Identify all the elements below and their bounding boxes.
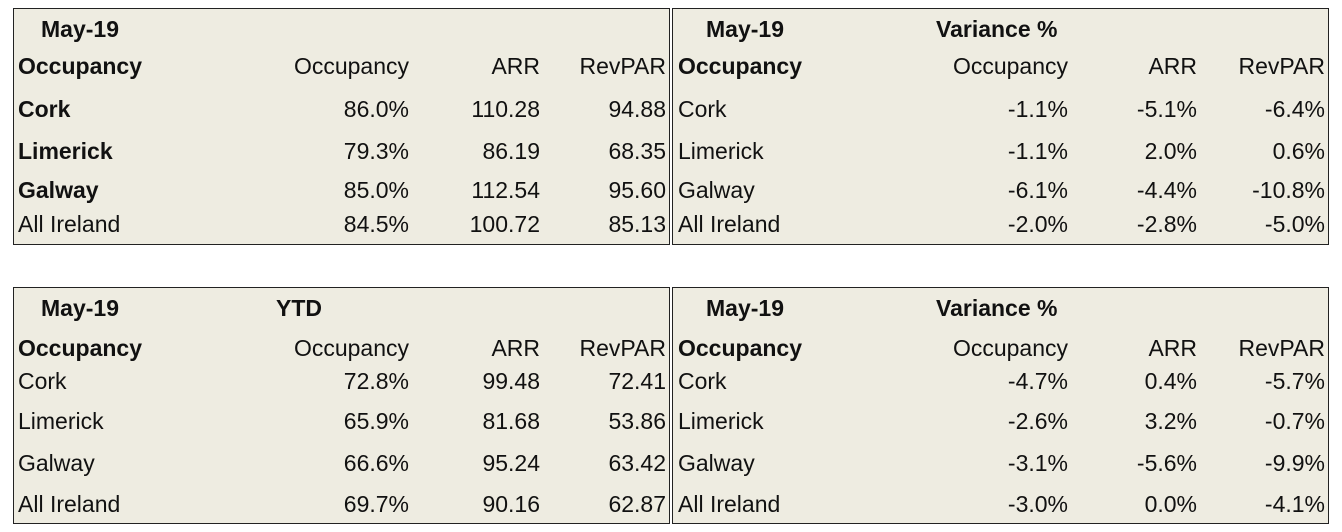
table-cell: -2.0% bbox=[1007, 211, 1068, 237]
table-cell: -5.0% bbox=[1264, 211, 1325, 237]
table-cell: 95.60 bbox=[608, 177, 666, 203]
table-cell: -0.7% bbox=[1264, 408, 1325, 434]
column-header: ARR bbox=[491, 53, 540, 79]
column-header: RevPAR bbox=[579, 53, 667, 79]
table-title: May-19 bbox=[41, 16, 119, 42]
table-cell: -2.8% bbox=[1136, 211, 1197, 237]
table-cell: 69.7% bbox=[343, 491, 409, 517]
table-subtitle: YTD bbox=[276, 295, 322, 321]
column-header: RevPAR bbox=[579, 335, 667, 361]
table-subtitle: Variance % bbox=[936, 16, 1058, 42]
row-header: Occupancy bbox=[678, 335, 802, 361]
table-cell: -5.1% bbox=[1136, 96, 1197, 122]
table-cell: 79.3% bbox=[343, 138, 409, 164]
row-label: All Ireland bbox=[18, 491, 121, 517]
row-header: Occupancy bbox=[18, 53, 142, 79]
table-cell: 86.19 bbox=[482, 138, 540, 164]
row-label: Limerick bbox=[18, 138, 113, 164]
row-header: Occupancy bbox=[678, 53, 802, 79]
row-label: All Ireland bbox=[18, 211, 121, 237]
row-header: Occupancy bbox=[18, 335, 142, 361]
row-label: Galway bbox=[18, 450, 95, 476]
table-cell: 110.28 bbox=[471, 96, 540, 122]
table-cell: 53.86 bbox=[608, 408, 666, 434]
table-cell: -4.1% bbox=[1264, 491, 1325, 517]
table-cell: -1.1% bbox=[1007, 96, 1068, 122]
table-cell: 62.87 bbox=[608, 491, 666, 517]
table-subtitle: Variance % bbox=[936, 295, 1058, 321]
table-cell: 3.2% bbox=[1144, 408, 1197, 434]
table-title: May-19 bbox=[41, 295, 119, 321]
table-cell: 90.16 bbox=[482, 491, 540, 517]
row-label: Limerick bbox=[18, 408, 104, 434]
table-cell: 84.5% bbox=[343, 211, 409, 237]
row-label: Galway bbox=[18, 177, 99, 203]
table-cell: -6.4% bbox=[1264, 96, 1325, 122]
table-panel: May-19 Occupancy Occupancy ARR RevPAR Cork 86.… bbox=[13, 8, 670, 245]
row-label: Limerick bbox=[678, 138, 764, 164]
table-cell: 0.0% bbox=[1144, 491, 1197, 517]
column-header: Occupancy bbox=[293, 53, 409, 79]
table-cell: 0.6% bbox=[1272, 138, 1325, 164]
table-cell: 66.6% bbox=[343, 450, 409, 476]
table-cell: 95.24 bbox=[482, 450, 540, 476]
table-cell: 99.48 bbox=[482, 368, 540, 394]
row-label: Cork bbox=[18, 368, 67, 394]
table-cell: 81.68 bbox=[482, 408, 540, 434]
row-label: Cork bbox=[678, 368, 727, 394]
column-header: RevPAR bbox=[1238, 53, 1326, 79]
table-cell: 0.4% bbox=[1144, 368, 1197, 394]
table-cell: 63.42 bbox=[608, 450, 666, 476]
table-title: May-19 bbox=[706, 295, 784, 321]
table-cell: -3.0% bbox=[1007, 491, 1068, 517]
table-panel: May-19 Variance % Occupancy Occupancy ARR Rev… bbox=[672, 287, 1329, 524]
table-cell: -5.6% bbox=[1136, 450, 1197, 476]
column-header: ARR bbox=[1148, 53, 1197, 79]
row-label: Limerick bbox=[678, 408, 764, 434]
table-cell: 2.0% bbox=[1144, 138, 1197, 164]
table-cell: -2.6% bbox=[1007, 408, 1068, 434]
table-cell: -4.4% bbox=[1136, 177, 1197, 203]
column-header: Occupancy bbox=[952, 53, 1068, 79]
table-cell: -5.7% bbox=[1264, 368, 1325, 394]
table-cell: -1.1% bbox=[1007, 138, 1068, 164]
table-title: May-19 bbox=[706, 16, 784, 42]
row-label: Galway bbox=[678, 450, 755, 476]
table-cell: 112.54 bbox=[471, 177, 540, 203]
table-cell: 94.88 bbox=[608, 96, 666, 122]
table-cell: 68.35 bbox=[608, 138, 666, 164]
table-cell: -3.1% bbox=[1007, 450, 1068, 476]
row-label: Galway bbox=[678, 177, 755, 203]
table-cell: 65.9% bbox=[343, 408, 409, 434]
table-panel: May-19 Variance % Occupancy Occupancy ARR Rev… bbox=[672, 8, 1329, 245]
column-header: ARR bbox=[491, 335, 540, 361]
table-panel: May-19 YTD Occupancy Occupancy ARR RevPAR Cork… bbox=[13, 287, 670, 524]
table-cell: 85.13 bbox=[608, 211, 666, 237]
column-header: RevPAR bbox=[1238, 335, 1326, 361]
table-cell: -6.1% bbox=[1007, 177, 1068, 203]
row-label: Cork bbox=[678, 96, 727, 122]
table-cell: -10.8% bbox=[1252, 177, 1325, 203]
row-label: Cork bbox=[18, 96, 71, 122]
table-cell: 72.41 bbox=[608, 368, 666, 394]
column-header: Occupancy bbox=[952, 335, 1068, 361]
table-cell: 100.72 bbox=[469, 211, 540, 237]
table-cell: 85.0% bbox=[343, 177, 409, 203]
row-label: All Ireland bbox=[678, 491, 781, 517]
table-cell: 86.0% bbox=[343, 96, 409, 122]
table-cell: 72.8% bbox=[343, 368, 409, 394]
row-label: All Ireland bbox=[678, 211, 781, 237]
table-cell: -4.7% bbox=[1007, 368, 1068, 394]
column-header: Occupancy bbox=[293, 335, 409, 361]
table-cell: -9.9% bbox=[1264, 450, 1325, 476]
column-header: ARR bbox=[1148, 335, 1197, 361]
